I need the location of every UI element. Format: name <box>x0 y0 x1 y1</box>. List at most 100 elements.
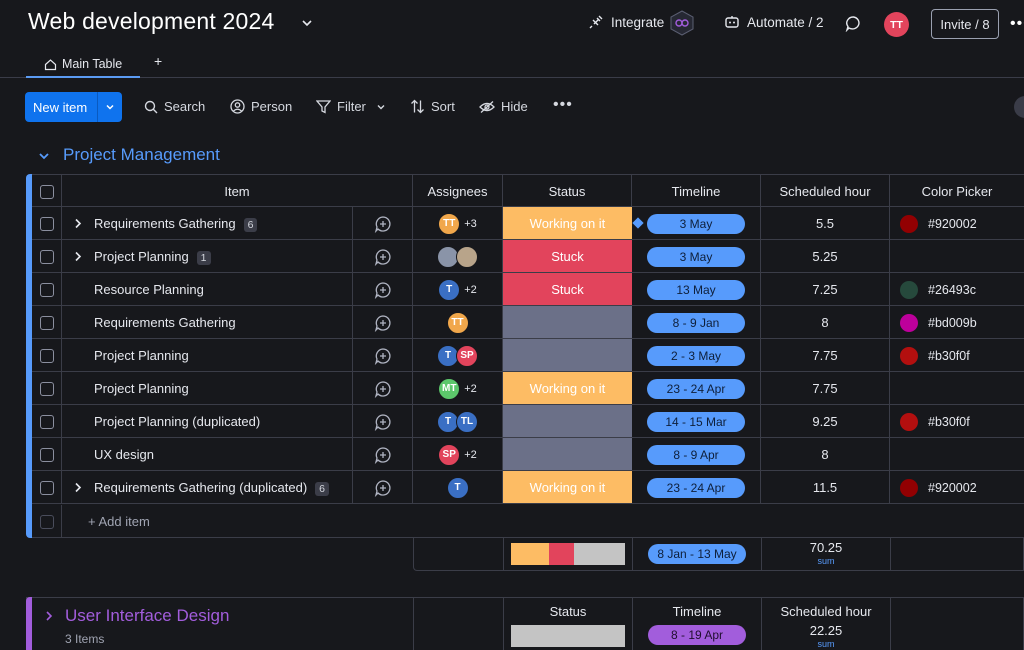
add-item-button[interactable]: + Add item <box>88 514 150 529</box>
scheduled-hour-cell[interactable]: 5.5 <box>761 207 890 240</box>
status-label[interactable]: Working on it <box>503 471 632 503</box>
assignee-avatars[interactable]: TT +3 <box>438 212 477 235</box>
table-row[interactable]: Project Planning (duplicated) T TL 14 - 15 … <box>32 405 1024 438</box>
scroll-right-button[interactable] <box>1014 96 1024 118</box>
timeline-pill[interactable]: 3 May <box>647 213 745 234</box>
summary-timeline-pill[interactable]: 8 Jan - 13 May <box>648 544 746 564</box>
add-update-icon[interactable] <box>374 347 392 365</box>
timeline-pill[interactable]: 8 - 9 Jan <box>647 312 745 333</box>
column-header-scheduled-hour[interactable]: Scheduled hour <box>761 175 890 208</box>
assignees-cell[interactable]: SP +2 <box>413 438 503 471</box>
timeline-cell[interactable]: 23 - 24 Apr <box>632 372 761 405</box>
more-toolbar-icon[interactable]: ••• <box>553 96 573 113</box>
assignees-cell[interactable]: MT +2 <box>413 372 503 405</box>
hide-button[interactable]: Hide <box>479 99 528 114</box>
assignee-avatars[interactable]: MT +2 <box>438 377 477 400</box>
color-picker-cell[interactable] <box>890 438 1024 471</box>
item-cell[interactable]: Requirements Gathering (duplicated) 6 <box>62 471 353 504</box>
assignees-cell[interactable]: TT +3 <box>413 207 503 240</box>
timeline-pill[interactable]: 2 - 3 May <box>647 345 745 366</box>
status-label[interactable]: Working on it <box>503 207 632 239</box>
color-swatch[interactable] <box>900 412 918 431</box>
conversation-cell[interactable] <box>353 306 413 339</box>
assignee-avatars[interactable]: SP +2 <box>438 443 477 466</box>
row-checkbox[interactable] <box>39 348 54 363</box>
color-picker-cell[interactable]: #920002 <box>890 207 1024 240</box>
assignees-cell[interactable]: T TL <box>413 405 503 438</box>
timeline-cell[interactable]: 3 May <box>632 240 761 273</box>
status-label[interactable]: Stuck <box>503 273 632 305</box>
add-update-icon[interactable] <box>374 215 392 233</box>
chevron-down-icon[interactable] <box>300 16 314 30</box>
assignees-cell[interactable]: T SP <box>413 339 503 372</box>
scheduled-hour-cell[interactable]: 7.25 <box>761 273 890 306</box>
column-header-item[interactable]: Item <box>62 175 413 208</box>
color-picker-cell[interactable] <box>890 372 1024 405</box>
chevron-down-icon[interactable] <box>38 150 50 162</box>
status-cell[interactable]: Working on it <box>503 372 632 405</box>
item-name[interactable]: Project Planning <box>94 381 189 396</box>
item-cell[interactable]: Project Planning (duplicated) <box>62 405 353 438</box>
status-cell[interactable] <box>503 306 632 339</box>
row-checkbox[interactable] <box>39 447 54 462</box>
integration-hex-icon[interactable] <box>668 9 696 37</box>
subitem-count-badge[interactable]: 6 <box>315 482 330 496</box>
conversation-cell[interactable] <box>353 471 413 504</box>
select-all-checkbox[interactable] <box>39 184 54 199</box>
timeline-cell[interactable]: 23 - 24 Apr <box>632 471 761 504</box>
row-checkbox[interactable] <box>39 414 54 429</box>
timeline-pill[interactable]: 14 - 15 Mar <box>647 411 745 432</box>
more-options-icon[interactable]: ••• <box>1010 15 1024 32</box>
status-cell[interactable]: Stuck <box>503 240 632 273</box>
status-cell[interactable]: Working on it <box>503 207 632 240</box>
row-checkbox[interactable] <box>39 216 54 231</box>
add-update-icon[interactable] <box>374 479 392 497</box>
user-avatar[interactable]: TT <box>884 12 909 37</box>
item-name[interactable]: Project Planning <box>94 348 189 363</box>
chat-bubble-icon[interactable] <box>845 15 862 32</box>
scheduled-hour-cell[interactable]: 7.75 <box>761 372 890 405</box>
item-name[interactable]: Requirements Gathering <box>94 315 236 330</box>
board-title[interactable]: Web development 2024 <box>28 8 275 34</box>
row-checkbox[interactable] <box>39 282 54 297</box>
color-swatch[interactable] <box>900 346 918 365</box>
color-picker-cell[interactable]: #b30f0f <box>890 339 1024 372</box>
row-checkbox[interactable] <box>39 315 54 330</box>
status-cell[interactable] <box>503 438 632 471</box>
item-name[interactable]: Requirements Gathering 6 <box>94 216 258 232</box>
item-name[interactable]: Resource Planning <box>94 282 204 297</box>
g2-timeline-pill[interactable]: 8 - 19 Apr <box>648 625 746 645</box>
status-cell[interactable] <box>503 339 632 372</box>
item-name[interactable]: Project Planning (duplicated) <box>94 414 260 429</box>
column-header-status[interactable]: Status <box>503 175 632 208</box>
scheduled-hour-cell[interactable]: 11.5 <box>761 471 890 504</box>
chevron-down-icon[interactable] <box>376 102 386 112</box>
chevron-right-icon[interactable] <box>74 251 82 262</box>
filter-button[interactable]: Filter <box>316 99 392 114</box>
table-row[interactable]: Requirements Gathering 6 TT +3 Working on it… <box>32 207 1024 240</box>
column-header-assignees[interactable]: Assignees <box>413 175 503 208</box>
search-button[interactable]: Search <box>144 99 205 114</box>
timeline-cell[interactable]: 8 - 9 Apr <box>632 438 761 471</box>
sort-button[interactable]: Sort <box>410 99 455 114</box>
chevron-right-icon[interactable] <box>74 218 82 229</box>
tab-main-table[interactable]: Main Table <box>26 52 141 78</box>
timeline-cell[interactable]: 3 May <box>632 207 761 240</box>
color-picker-cell[interactable] <box>890 240 1024 273</box>
conversation-cell[interactable] <box>353 405 413 438</box>
timeline-pill[interactable]: 8 - 9 Apr <box>647 444 745 465</box>
integrate-button[interactable]: Integrate <box>588 14 664 30</box>
item-cell[interactable]: Project Planning <box>62 339 353 372</box>
table-row[interactable]: Project Planning MT +2 Working on it 23 - 24… <box>32 372 1024 405</box>
assignee-avatars[interactable]: T +2 <box>438 278 477 301</box>
conversation-cell[interactable] <box>353 207 413 240</box>
status-label[interactable] <box>503 405 632 437</box>
chevron-right-icon[interactable] <box>74 482 82 493</box>
color-picker-cell[interactable]: #920002 <box>890 471 1024 504</box>
item-cell[interactable]: Requirements Gathering 6 <box>62 207 353 240</box>
table-row[interactable]: Project Planning 1 Stuck 3 May 5.25 <box>32 240 1024 273</box>
column-header-color-picker[interactable]: Color Picker <box>921 184 993 199</box>
g2-status-bar[interactable] <box>511 625 625 647</box>
assignee-avatars[interactable] <box>437 245 478 268</box>
color-picker-cell[interactable]: #b30f0f <box>890 405 1024 438</box>
